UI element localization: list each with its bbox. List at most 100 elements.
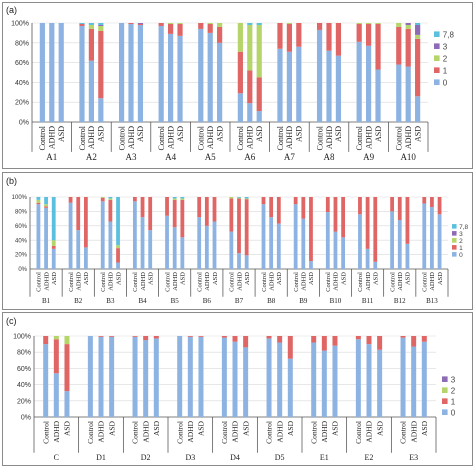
panel-b-legend-swatch-1 <box>452 245 457 250</box>
panel-b-category-label: Control <box>293 272 300 292</box>
panel-b-bar-B1-ASD-seg-7,8 <box>51 197 56 241</box>
panel-a-bar-A2-Control-seg-1 <box>79 23 85 26</box>
panel-a-bar-A6-Control-seg-0 <box>237 93 243 122</box>
panel-b-category-label: Control <box>100 272 107 292</box>
panel-a-bar-A2-ASD-seg-3 <box>98 24 104 26</box>
panel-c-bar-D4-ASD-seg-1 <box>243 336 249 348</box>
panel-b-bar-B6-ADHD-seg-1 <box>204 197 209 226</box>
panel-b-bar-B2-ADHD-seg-0 <box>76 230 81 269</box>
panel-c-y-tick-label: 40% <box>17 382 31 389</box>
panel-a-legend-swatch-7,8 <box>434 31 440 37</box>
panel-b-bar-B8-Control-seg-0 <box>261 204 266 269</box>
panel-a-category-label: ADHD <box>364 126 373 149</box>
panel-b-bar-B7-Control-seg-0 <box>229 231 234 269</box>
panel-a-group-label: A6 <box>244 152 255 162</box>
panel-c-category-label: ASD <box>331 420 340 436</box>
panel-b-group-label: B8 <box>267 297 276 305</box>
panel-a-category-label: ASD <box>176 126 185 142</box>
panel-a-bar-A2-ADHD-seg-7,8 <box>88 23 94 25</box>
panel-a-bar-A7-Control-seg-1 <box>277 23 283 49</box>
panel-b-bar-B10-ASD-seg-1 <box>341 197 346 238</box>
panel-a-bar-A10-ASD-seg-7,8 <box>415 23 421 25</box>
panel-a-category-label: ADHD <box>285 126 294 149</box>
panel-b-bar-B5-ADHD-seg-0 <box>172 227 177 269</box>
panel-b-bar-B5-ASD-seg-0 <box>180 237 185 269</box>
panel-b-legend-label-1: 1 <box>459 245 463 252</box>
panel-a-legend-label-1: 1 <box>443 66 448 75</box>
panel-a-bar-A3-ASD-seg-3 <box>137 23 144 24</box>
panel-a-bar-A4-ASD-seg-2 <box>177 23 183 24</box>
panel-c-category-label: Control <box>220 421 229 444</box>
panel-c-bar-C-ASD-seg-1 <box>64 344 70 392</box>
panel-a-bar-A9-ASD-seg-0 <box>375 69 381 122</box>
panel-b-category-label: ASD <box>340 272 347 285</box>
panel-a-y-tick-label: 100% <box>11 20 29 27</box>
panel-b-category-label: Control <box>36 272 43 292</box>
panel-a-category-label: ASD <box>295 126 304 142</box>
panel-b-bar-B2-ASD-seg-1 <box>83 197 88 248</box>
panel-b-bar-B13-ADHD-seg-0 <box>430 207 434 269</box>
panel-b-legend-label-2: 2 <box>459 238 463 245</box>
panel-a-group-label: A7 <box>284 152 295 162</box>
panel-a-legend-swatch-1 <box>434 67 440 73</box>
panel-a-category-label: Control <box>276 125 285 150</box>
panel-c-bar-D3-ADHD-seg-1 <box>187 336 193 337</box>
panel-b-bar-B3-ASD-seg-1 <box>116 248 120 263</box>
panel-b-bar-B2-Control-seg-0 <box>68 202 73 269</box>
panel-b-category-label: ASD <box>373 272 380 285</box>
panel-c-legend-label-0: 0 <box>451 408 456 417</box>
panel-b-bar-B5-ADHD-seg-1 <box>172 199 177 228</box>
panel-c-legend-swatch-2 <box>442 387 448 393</box>
panel-c-category-label: ADHD <box>141 420 150 442</box>
panel-a-group-label: A5 <box>205 152 216 162</box>
panel-b-group-label: B5 <box>171 297 180 305</box>
panel-b-bar-B10-Control-seg-0 <box>325 212 330 269</box>
panel-b-bar-B4-Control-seg-0 <box>132 201 137 269</box>
panel-c-category-label: ASD <box>375 420 384 436</box>
panel-b-bar-B3-ADHD-seg-1 <box>108 199 113 222</box>
panel-b-bar-B3-ADHD-seg-7,8 <box>108 197 113 199</box>
panel-a-bar-A10-ADHD-seg-3 <box>405 23 411 25</box>
panel-b-legend-label-7,8: 7,8 <box>459 224 468 231</box>
panel-a-bar-A4-Control-seg-0 <box>158 25 164 122</box>
panel-a-bar-A9-Control-seg-0 <box>356 41 362 123</box>
panel-b-category-label: ASD <box>405 272 412 285</box>
panel-b-category-label: ADHD <box>365 272 372 291</box>
panel-a-category-label: ASD <box>215 126 224 142</box>
panel-b-group-label: B2 <box>74 297 83 305</box>
panel-b-bar-B4-ASD-seg-0 <box>148 230 153 269</box>
panel-a-legend-swatch-2 <box>434 55 440 61</box>
panel-b-frame <box>2 172 473 310</box>
panel-a-bar-A5-ADHD-seg-0 <box>207 32 213 122</box>
panel-b-bar-B3-ADHD-seg-0 <box>108 221 113 269</box>
panel-b-group-label: B7 <box>235 297 244 305</box>
panel-c-bar-E1-ASD-seg-0 <box>332 345 338 417</box>
panel-a-bar-A6-ADHD-seg-1 <box>247 70 253 104</box>
panel-b-bar-B10-ADHD-seg-0 <box>333 231 338 269</box>
panel-b-category-label: ADHD <box>140 272 147 291</box>
panel-b-category-label: Control <box>422 272 429 292</box>
panel-b-bar-B6-Control-seg-0 <box>197 217 202 269</box>
panel-a-y-tick-label: 80% <box>15 40 29 47</box>
panel-a-category-label: ADHD <box>166 126 175 149</box>
panel-a-legend-label-3: 3 <box>443 42 448 51</box>
panel-a-bar-A10-ASD-seg-2 <box>415 34 421 39</box>
panel-a-y-tick-label: 20% <box>15 100 29 107</box>
panel-c-bar-E3-ASD-seg-1 <box>421 336 427 342</box>
panel-a-bar-A3-ASD-seg-1 <box>137 23 144 25</box>
panel-b-category-label: Control <box>132 272 139 292</box>
panel-a-category-label: ASD <box>57 126 66 142</box>
panel-b-bar-B5-ADHD-seg-2 <box>172 198 177 200</box>
panel-c-bar-E2-Control-seg-1 <box>355 336 361 340</box>
panel-a-bar-A4-ASD-seg-1 <box>177 23 183 36</box>
panel-a-y-tick-label: 40% <box>15 80 29 87</box>
panel-c-bar-C-ADHD-seg-1 <box>53 339 59 374</box>
panel-a-bar-A10-ASD-seg-1 <box>415 38 421 97</box>
panel-b-bar-B1-ADHD-seg-2 <box>44 204 48 207</box>
panel-c-category-label: ASD <box>107 420 116 436</box>
panel-b-bar-B10-ADHD-seg-1 <box>333 197 338 232</box>
panel-b-bar-B5-Control-seg-0 <box>165 215 169 269</box>
panel-b-legend-swatch-3 <box>452 231 457 236</box>
panel-a-bar-A5-ADHD-seg-1 <box>207 23 213 33</box>
panel-b-category-label: ASD <box>437 272 444 285</box>
